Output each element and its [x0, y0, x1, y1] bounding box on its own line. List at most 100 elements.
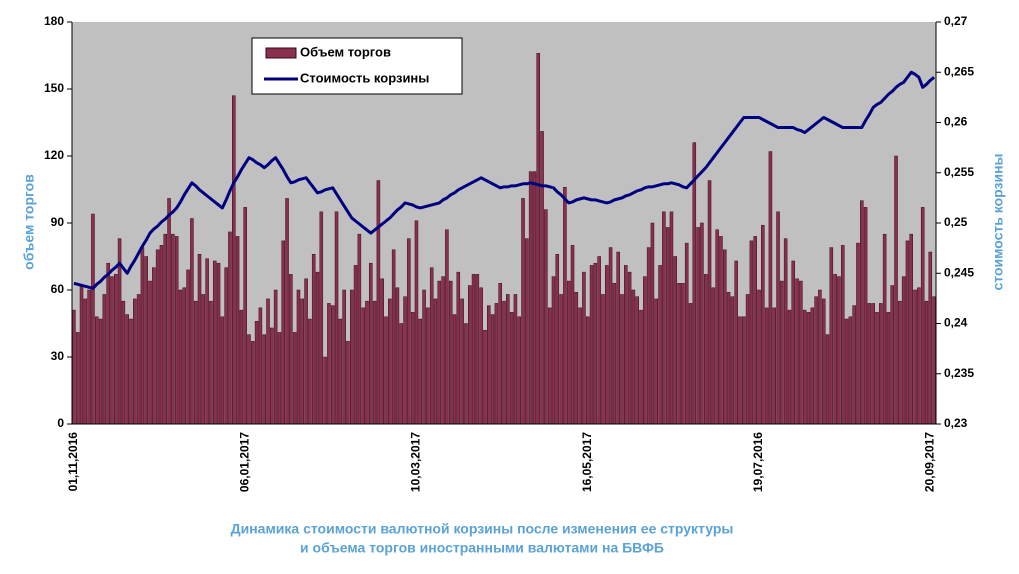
bar — [837, 276, 841, 425]
bar — [155, 249, 160, 425]
bar — [334, 211, 339, 425]
bar — [75, 332, 80, 425]
bar — [258, 307, 263, 425]
bar — [376, 180, 381, 425]
bar — [437, 280, 442, 425]
bar — [555, 254, 560, 425]
bar — [418, 318, 423, 425]
bar — [159, 245, 164, 425]
bar — [464, 323, 468, 425]
bar — [330, 305, 335, 425]
bar — [243, 207, 247, 425]
legend-label: Объем торгов — [300, 44, 391, 59]
bar — [254, 321, 259, 425]
bar — [152, 267, 156, 425]
bar — [87, 289, 91, 425]
bar — [620, 294, 624, 425]
y-tick-label: 150 — [44, 81, 64, 95]
bar — [281, 240, 285, 425]
bar — [578, 307, 582, 425]
bar — [300, 298, 305, 425]
bar — [761, 224, 765, 425]
bar — [319, 211, 324, 425]
bar — [304, 278, 308, 425]
y-tick-label: 0 — [57, 416, 64, 430]
bar — [616, 251, 620, 425]
bar — [608, 247, 613, 425]
bar — [905, 240, 910, 425]
bar — [787, 309, 792, 425]
bar — [72, 309, 76, 425]
bar — [681, 283, 685, 425]
bar — [856, 242, 860, 425]
bar — [384, 316, 388, 425]
bar — [285, 198, 289, 425]
bar — [829, 247, 834, 425]
bar — [913, 289, 917, 425]
bar — [917, 287, 921, 425]
bar — [163, 233, 168, 425]
y2-tick-label: 0,255 — [944, 165, 974, 179]
bar — [357, 233, 362, 425]
bar — [338, 318, 343, 425]
bar — [475, 274, 480, 425]
bar — [232, 95, 236, 425]
bar — [467, 285, 472, 425]
bar — [494, 303, 499, 425]
bar — [262, 334, 266, 425]
bar — [833, 274, 837, 425]
bar — [726, 291, 731, 425]
bar — [551, 276, 556, 425]
bar — [498, 283, 502, 425]
bar — [83, 298, 88, 425]
bar — [799, 280, 803, 425]
bar — [780, 280, 784, 425]
bar — [795, 278, 799, 425]
bar — [456, 271, 461, 425]
bar — [791, 260, 796, 425]
bar — [860, 200, 864, 425]
bar — [205, 258, 209, 425]
bar — [129, 318, 133, 425]
bar — [566, 280, 571, 425]
bar — [669, 211, 674, 425]
bar — [193, 300, 198, 425]
bar — [148, 280, 152, 425]
bar — [513, 294, 518, 425]
x-tick-label: 10,03,2017 — [409, 432, 423, 492]
bar — [875, 312, 879, 425]
bar — [311, 254, 316, 425]
line — [73, 70, 936, 290]
bar — [327, 303, 331, 425]
bar — [898, 300, 902, 425]
bar — [601, 294, 605, 425]
bar — [882, 233, 887, 425]
bar — [144, 256, 148, 425]
bar — [536, 53, 541, 425]
bar — [643, 276, 647, 425]
x-tick-label: 20,09,2017 — [922, 432, 936, 492]
bar — [517, 316, 521, 425]
bar — [350, 289, 354, 425]
bar — [247, 334, 251, 425]
bar — [745, 294, 750, 425]
bar — [79, 285, 84, 425]
bar — [502, 300, 506, 425]
bar — [932, 296, 936, 425]
bar — [840, 245, 845, 425]
x-tick-label: 01,11,2016 — [66, 432, 80, 492]
bar — [167, 198, 171, 425]
bar — [270, 327, 274, 425]
bar — [658, 265, 662, 425]
bar — [369, 262, 373, 425]
bar — [662, 211, 666, 425]
bar — [426, 307, 430, 425]
y2-tick-label: 0,26 — [944, 115, 968, 129]
bar — [201, 294, 206, 425]
bar — [292, 332, 297, 425]
bar — [734, 260, 738, 425]
x-tick-label: 19,07,2016 — [751, 432, 765, 492]
bar — [665, 227, 670, 425]
bar — [433, 298, 438, 425]
bar — [924, 300, 929, 425]
